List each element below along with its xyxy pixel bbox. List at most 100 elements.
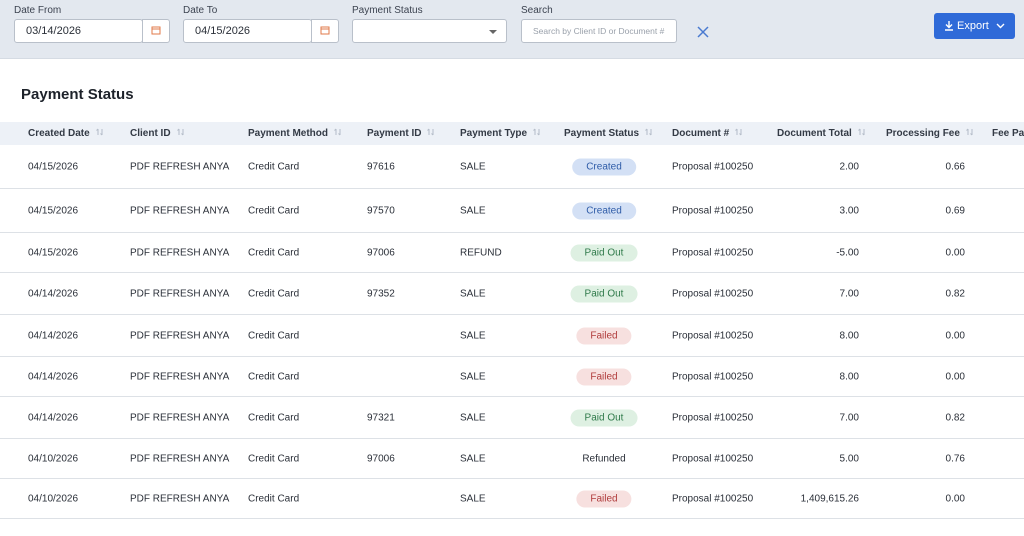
table-cell: Credit Card — [248, 330, 300, 341]
column-header[interactable]: Processing Fee — [886, 122, 975, 145]
status-badge: Created — [572, 158, 636, 175]
table-cell: Proposal #100250 — [672, 493, 754, 504]
sort-icon[interactable] — [176, 127, 186, 137]
table-cell: 04/14/2026 — [28, 412, 79, 423]
table-cell: PDF REFRESH ANYA — [130, 205, 230, 216]
export-label: Export — [957, 20, 989, 32]
calendar-icon — [320, 26, 330, 35]
table-row — [0, 519, 1024, 536]
table-cell: 97006 — [367, 247, 395, 258]
table-cell: Proposal #100250 — [672, 330, 754, 341]
table-cell: SALE — [460, 205, 486, 216]
column-header[interactable]: Payment Status — [564, 122, 654, 145]
table-cell: PDF REFRESH ANYA — [130, 453, 230, 464]
table-cell: REFUND — [460, 247, 502, 258]
table-cell: Credit Card — [248, 412, 300, 423]
status-badge: Paid Out — [570, 244, 638, 261]
sort-icon[interactable] — [734, 127, 744, 137]
calendar-button[interactable] — [142, 19, 170, 43]
table-cell: PDF REFRESH ANYA — [130, 247, 230, 258]
table-row: 04/14/2026 PDF REFRESH ANYA Credit Card 973… — [0, 273, 1024, 315]
table-cell: 04/15/2026 — [28, 161, 79, 172]
table-cell: Credit Card — [248, 205, 300, 216]
table-cell: 0.69 — [945, 205, 965, 216]
table-cell: Proposal #100250 — [672, 161, 754, 172]
column-header[interactable]: Payment Type — [460, 122, 542, 145]
table-cell: 97616 — [367, 161, 395, 172]
label: Payment Status — [352, 5, 423, 16]
table-cell: 7.00 — [839, 412, 859, 423]
column-header[interactable]: Document Total — [777, 122, 867, 145]
status-badge: Refunded — [582, 453, 626, 464]
table-cell: SALE — [460, 288, 486, 299]
table-row: 04/14/2026 PDF REFRESH ANYA Credit Card SAL… — [0, 357, 1024, 397]
download-icon — [945, 21, 953, 31]
sort-icon[interactable] — [333, 127, 343, 137]
table-cell: Credit Card — [248, 371, 300, 382]
table-cell: 0.76 — [945, 453, 965, 464]
caret — [996, 23, 1005, 29]
table-row: 04/14/2026 PDF REFRESH ANYA Credit Card 973… — [0, 397, 1024, 439]
table-row: 04/10/2026 PDF REFRESH ANYA Credit Card SAL… — [0, 479, 1024, 519]
table-cell: Proposal #100250 — [672, 371, 754, 382]
table-cell: 8.00 — [839, 330, 859, 341]
table-cell: 8.00 — [839, 371, 859, 382]
sort-icon[interactable] — [857, 127, 867, 137]
table-cell: 97570 — [367, 205, 395, 216]
column-header[interactable]: Client ID — [130, 122, 186, 145]
table-cell: 97321 — [367, 412, 395, 423]
table-cell: PDF REFRESH ANYA — [130, 493, 230, 504]
clear-button[interactable] — [696, 25, 710, 39]
table-cell: 0.00 — [945, 371, 965, 382]
status-badge: Failed — [576, 327, 632, 344]
table-cell: 04/14/2026 — [28, 288, 79, 299]
table-cell: SALE — [460, 330, 486, 341]
table-cell: Credit Card — [248, 288, 300, 299]
table-cell: 2.00 — [839, 161, 859, 172]
column-header[interactable]: Payment ID — [367, 122, 436, 145]
table-cell: SALE — [460, 161, 486, 172]
table-cell: 04/14/2026 — [28, 371, 79, 382]
table-cell: -5.00 — [836, 247, 859, 258]
export-button[interactable]: Export — [934, 13, 1015, 39]
column-header[interactable]: Payment Method — [248, 122, 343, 145]
status-select[interactable] — [352, 19, 507, 43]
table-cell: PDF REFRESH ANYA — [130, 330, 230, 341]
table-row: 04/15/2026 PDF REFRESH ANYA Credit Card 975… — [0, 189, 1024, 233]
label: Search — [521, 5, 553, 16]
caret — [489, 30, 497, 34]
table-cell: 7.00 — [839, 288, 859, 299]
table-cell: PDF REFRESH ANYA — [130, 288, 230, 299]
calendar-button[interactable] — [311, 19, 339, 43]
label: Date From — [14, 5, 62, 16]
column-header[interactable]: Fee Pa — [992, 128, 1024, 139]
date-to-input[interactable]: 04/15/2026 — [183, 19, 312, 43]
table-cell: 04/10/2026 — [28, 453, 79, 464]
column-header[interactable]: Created Date — [28, 122, 105, 145]
table-cell: PDF REFRESH ANYA — [130, 161, 230, 172]
table-row: 04/15/2026 PDF REFRESH ANYA Credit Card 976… — [0, 145, 1024, 189]
label: Date To — [183, 5, 218, 16]
sort-icon[interactable] — [965, 127, 975, 137]
table-row: 04/10/2026 PDF REFRESH ANYA Credit Card 970… — [0, 439, 1024, 479]
sort-icon[interactable] — [426, 127, 436, 137]
sort-icon[interactable] — [532, 127, 542, 137]
date-from-input[interactable]: 03/14/2026 — [14, 19, 143, 43]
table-cell: 3.00 — [839, 205, 859, 216]
table-cell: 04/15/2026 — [28, 247, 79, 258]
table-cell: SALE — [460, 493, 486, 504]
table-cell: PDF REFRESH ANYA — [130, 412, 230, 423]
sort-icon[interactable] — [95, 127, 105, 137]
table-cell: 0.00 — [945, 493, 965, 504]
table-cell: 1,409,615.26 — [800, 493, 859, 504]
search-input[interactable]: Search by Client ID or Document # — [521, 19, 677, 43]
table-cell: PDF REFRESH ANYA — [130, 371, 230, 382]
sort-icon[interactable] — [644, 127, 654, 137]
table-cell: Proposal #100250 — [672, 288, 754, 299]
table-cell: Credit Card — [248, 453, 300, 464]
table-cell: 0.00 — [945, 247, 965, 258]
table-cell: 04/15/2026 — [28, 205, 79, 216]
table-cell: Credit Card — [248, 493, 300, 504]
column-header[interactable]: Document # — [672, 122, 744, 145]
table-cell: 0.66 — [945, 161, 965, 172]
